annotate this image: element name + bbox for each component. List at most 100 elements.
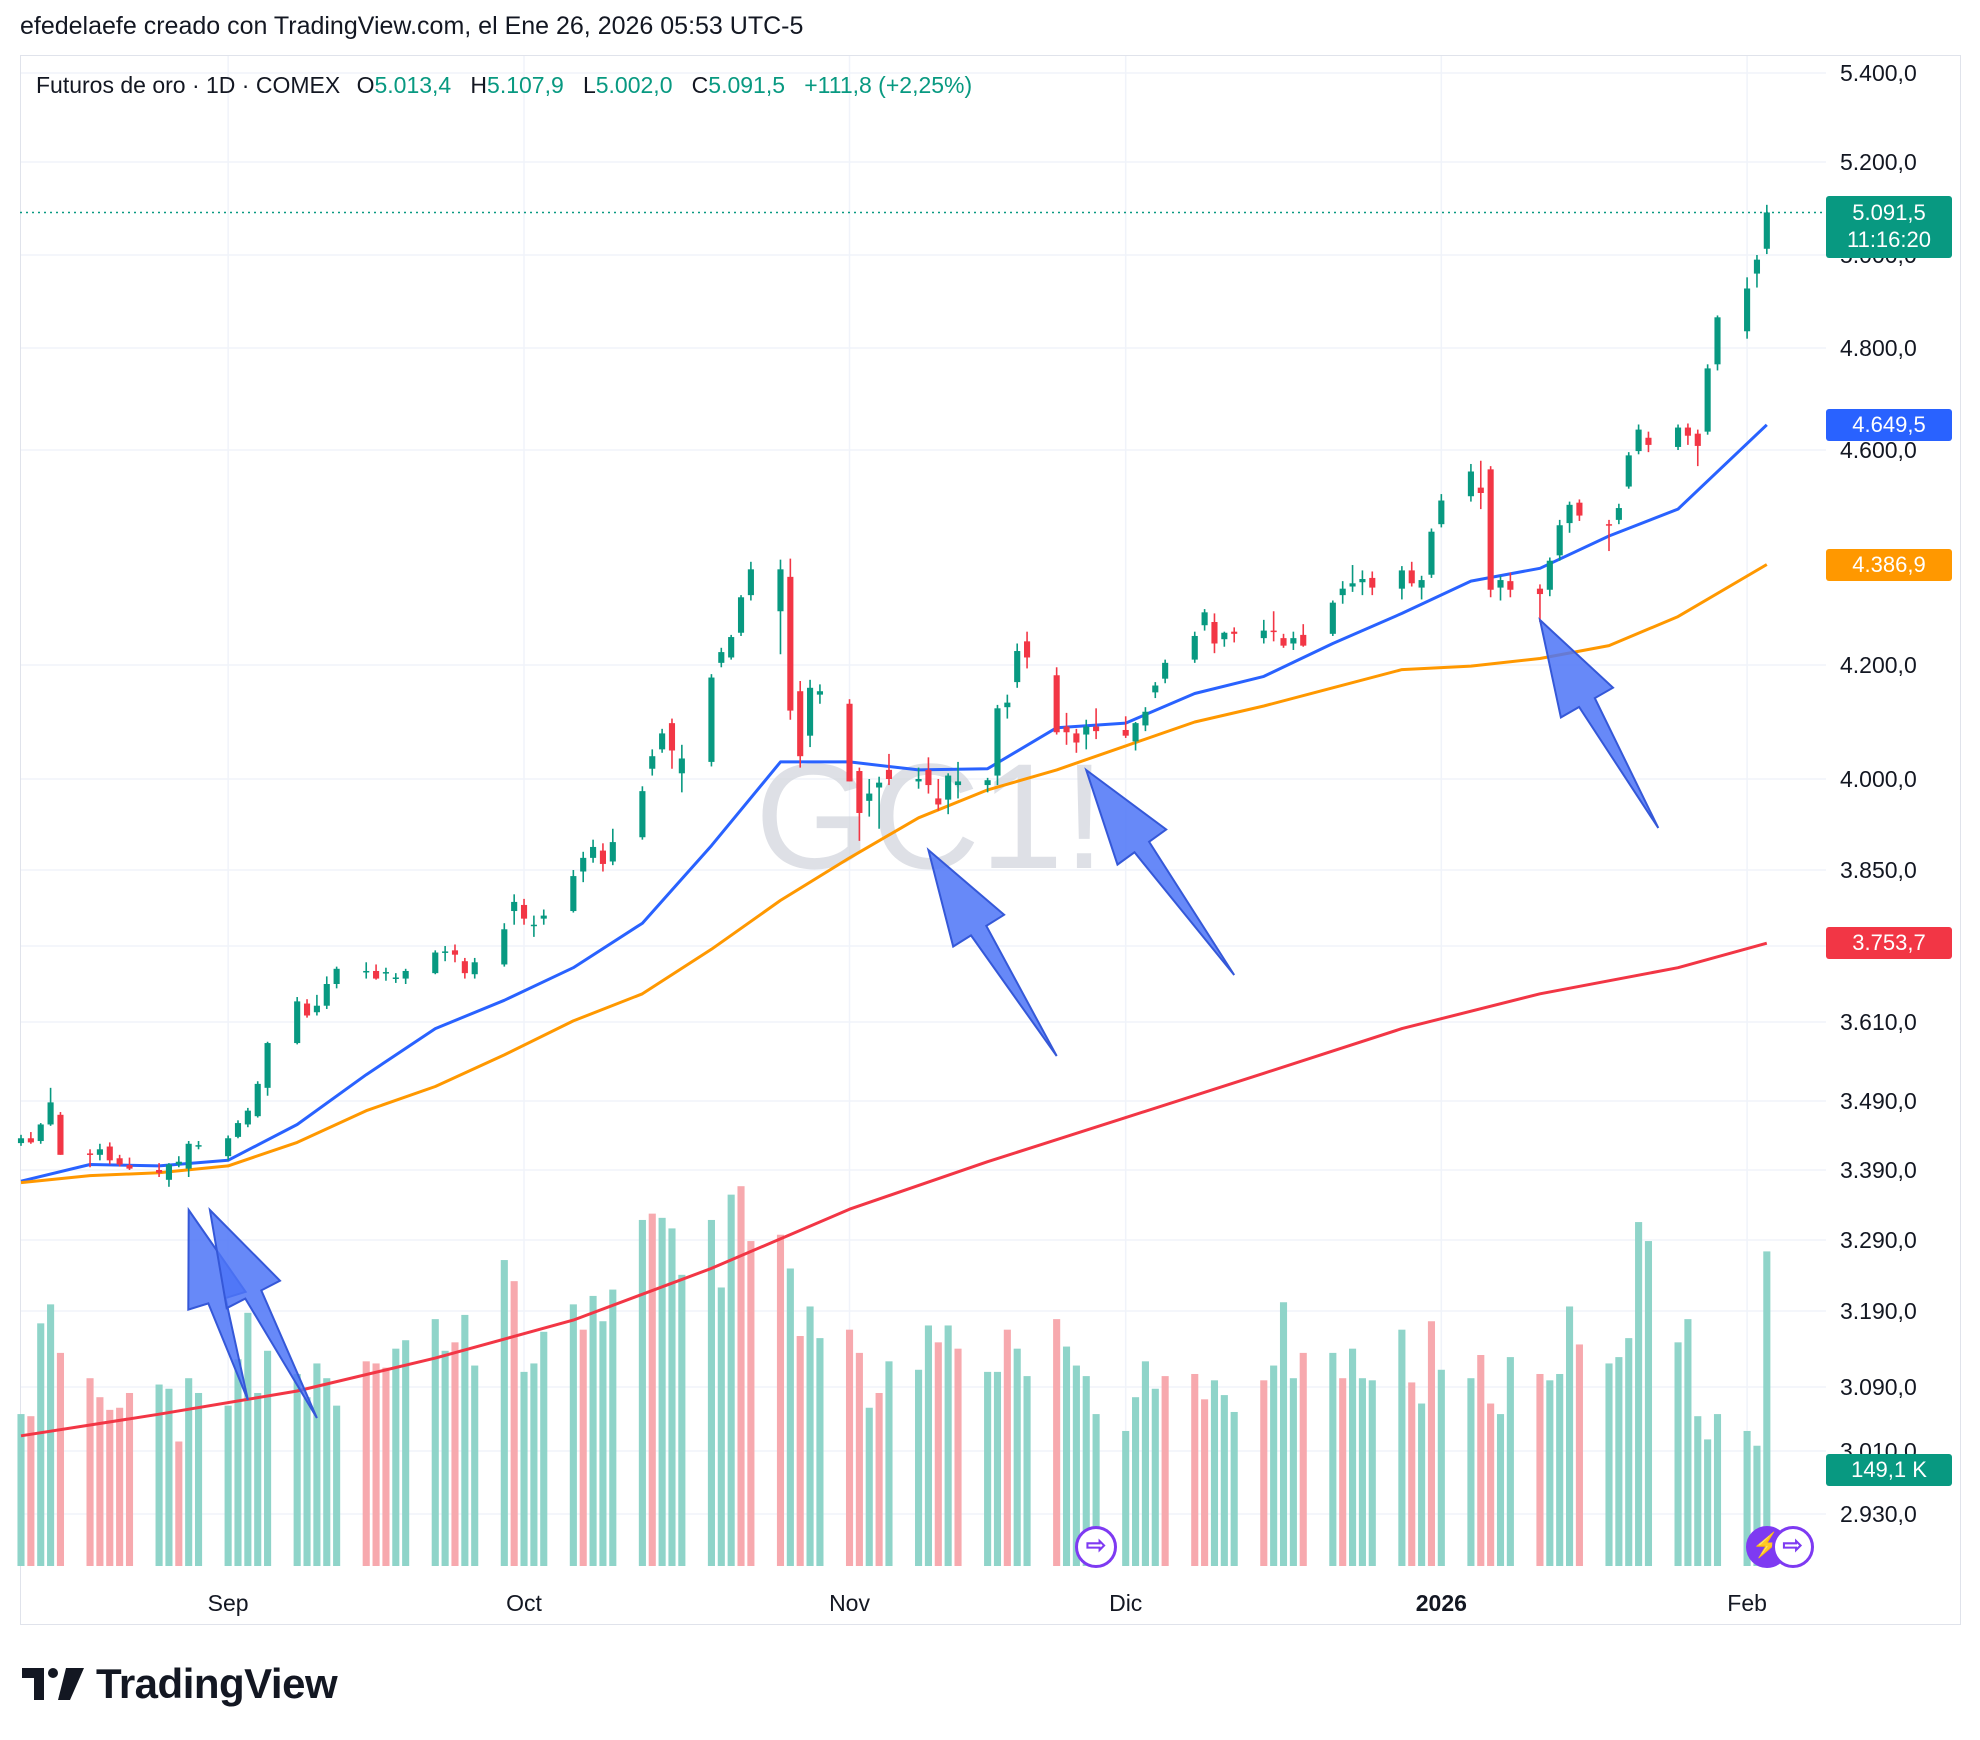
candle-body [27,1138,34,1143]
candle-body [392,977,399,979]
candle-body [737,597,745,633]
volume-bar [1062,1346,1071,1566]
price-tick-label: 4.600,0 [1840,437,1917,463]
candle-body [728,637,735,658]
volume-bar [1408,1382,1416,1566]
candle-body [1260,630,1267,639]
volume-bar [1023,1376,1031,1566]
volume-bar [1753,1445,1761,1566]
volume-bar [244,1312,252,1566]
volume-bar [737,1186,745,1566]
candle-body [1369,577,1376,588]
open-label: O [356,72,375,98]
volume-bar [392,1348,400,1566]
volume-bar [1339,1378,1347,1566]
volume-bar [678,1274,686,1566]
candle-body [1556,525,1563,556]
candle-body [1704,368,1711,432]
candle-body [1763,212,1770,249]
volume-bar [540,1331,548,1566]
volume-bar [1496,1414,1505,1566]
volume-bar [1763,1251,1771,1566]
candle-body [1546,560,1553,590]
candle-body [17,1138,25,1144]
candle-body [1053,675,1060,733]
price-tick-label: 2.930,0 [1840,1501,1917,1527]
volume-bar [1270,1365,1278,1566]
candle-body [876,782,883,788]
volume-bar [1566,1306,1574,1566]
tradingview-logo[interactable]: TradingView [22,1660,338,1708]
volume-bar [224,1405,232,1566]
price-tick-label: 3.090,0 [1840,1374,1917,1400]
volume-bar [530,1363,538,1566]
volume-bar [106,1409,114,1566]
candle-body [935,798,942,805]
volume-bar [1358,1378,1366,1566]
volume-bar [1210,1380,1219,1566]
candles [17,204,1770,1187]
bar-countdown: 11:16:20 [1846,227,1931,253]
tradingview-logo-icon [22,1668,84,1700]
volume-bar [1694,1416,1702,1566]
annotation-arrows [187,617,1660,1419]
candle-body [659,733,666,750]
candle-body [195,1145,202,1147]
annotation-arrow [1538,617,1660,829]
volume-bar [1427,1321,1436,1566]
volume-bar [1487,1403,1495,1566]
price-tick-label: 3.390,0 [1840,1157,1917,1183]
candle-body [846,703,853,782]
time-tick-label: Dic [1109,1590,1142,1616]
candle-body [807,687,814,736]
volume-bar [165,1388,173,1566]
volume-bar [510,1281,518,1566]
volume-bar [579,1329,587,1566]
high-value: 5.107,9 [487,72,564,98]
volume-bar [668,1228,676,1566]
logo-wordmark: TradingView [96,1660,338,1707]
volume-bar [796,1336,804,1566]
candle-body [373,970,380,979]
candle-body [1694,433,1701,446]
ma-mid-tag: 4.386,9 [1826,548,1952,581]
candle-body [1684,427,1691,436]
price-tick-label: 3.490,0 [1840,1088,1917,1114]
candle-body [442,951,449,953]
candle-body [708,677,715,762]
volume-bar [1477,1355,1485,1566]
price-tick-label: 4.000,0 [1840,766,1917,792]
ma-mid-line [20,563,1768,1185]
candle-body [1280,638,1287,646]
volume-bar [362,1361,370,1566]
candle-body [520,904,528,919]
volume-bar [451,1342,459,1566]
candle-body [303,1003,311,1016]
candle-body [225,1138,232,1157]
candle-body [1329,602,1336,634]
price-tick-label: 5.400,0 [1840,60,1917,86]
volume-bar [1743,1430,1751,1566]
event-icon[interactable]: ⇨ [1075,1526,1118,1568]
candle-body [234,1123,242,1137]
forward-icon[interactable]: ⇨ [1771,1526,1814,1568]
grid [21,56,1826,1530]
candle-body [1398,570,1405,589]
volume-bar [96,1397,104,1566]
volume-bar [1674,1342,1682,1566]
candle-body [1744,288,1751,332]
volume-bar [402,1340,410,1566]
low-value: 5.002,0 [595,72,673,98]
candle-body [1191,635,1198,660]
volume-bar [944,1325,952,1566]
volume-bar [1556,1373,1564,1566]
volume-bar [609,1289,617,1566]
close-value: 5.091,5 [708,72,786,98]
volume-bar [1122,1430,1130,1566]
volume-bar [599,1321,607,1566]
chart-caption: efedelaefe creado con TradingView.com, e… [20,12,804,40]
candle-body [1438,500,1445,525]
candle-body [678,758,685,774]
annotation-arrow [926,847,1058,1057]
